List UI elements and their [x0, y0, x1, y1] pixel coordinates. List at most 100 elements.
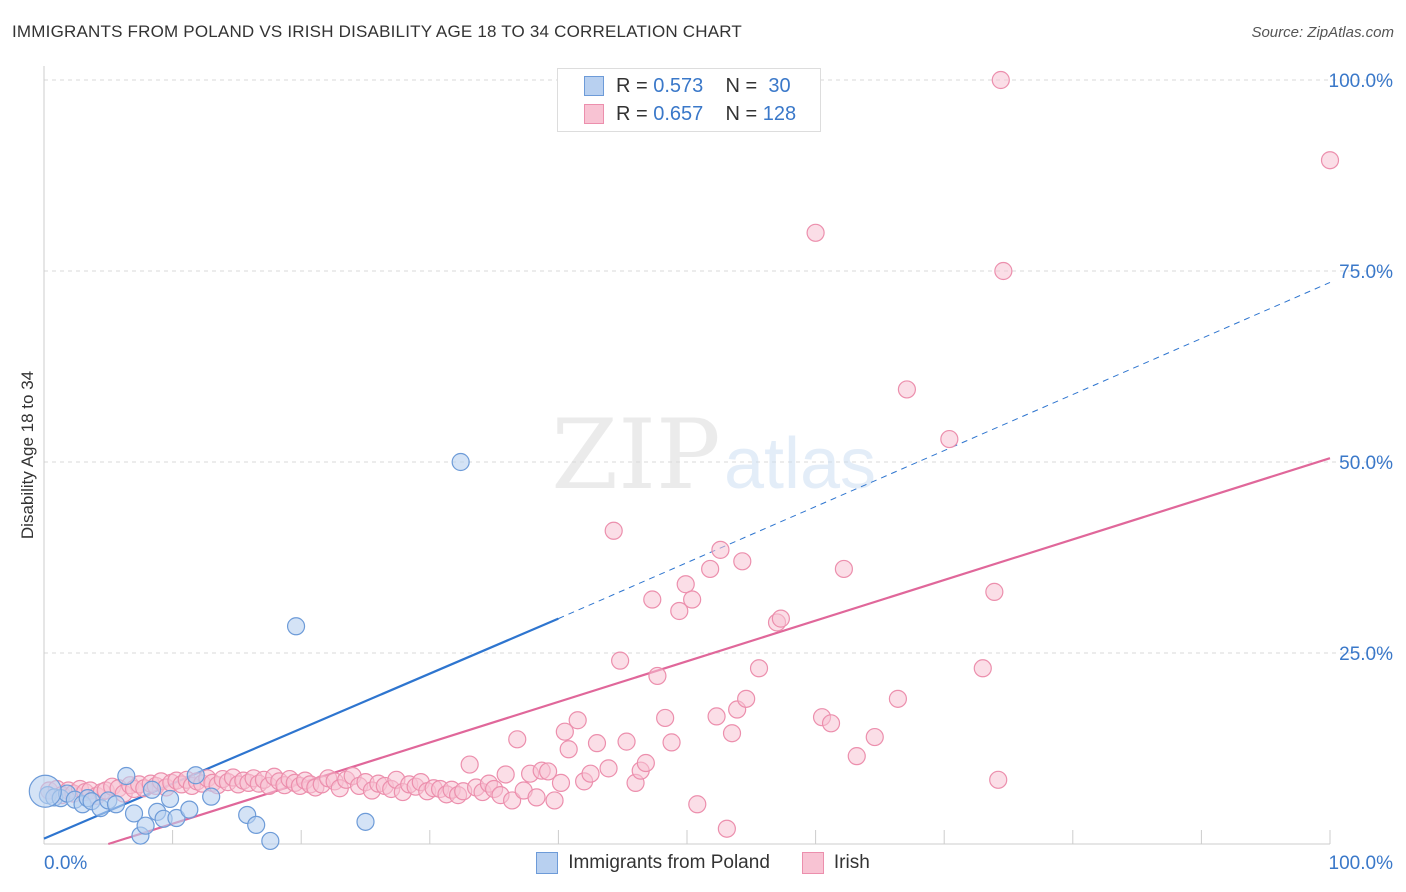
poland-trend-extension [558, 282, 1331, 620]
watermark: ZIP atlas [551, 399, 876, 511]
irish-point [847, 747, 866, 766]
irish-point [611, 651, 630, 670]
irish-point [771, 609, 790, 628]
irish-point [722, 724, 742, 743]
irish-point [834, 559, 853, 579]
irish-point [717, 819, 736, 838]
irish-point [806, 223, 825, 242]
chart-title: IMMIGRANTS FROM POLAND VS IRISH DISABILI… [12, 22, 743, 41]
irish-point [508, 730, 527, 749]
irish-point [643, 590, 662, 609]
y-tick-label: 50.0% [1339, 453, 1393, 474]
irish-point [991, 70, 1010, 90]
watermark-atlas: atlas [724, 424, 876, 504]
poland-point [286, 617, 306, 636]
x-tick-label: 100.0% [1329, 853, 1394, 874]
poland-point [28, 774, 62, 808]
poland-point [106, 795, 126, 814]
series-label-poland: Immigrants from Poland [568, 852, 770, 873]
poland-point [261, 831, 280, 851]
irish-point [973, 659, 992, 678]
poland-point [136, 816, 155, 835]
irish-point [545, 791, 564, 810]
legend-swatch-poland [584, 76, 604, 96]
irish-point [688, 795, 707, 814]
irish-point [701, 559, 720, 579]
irish-point [559, 740, 578, 759]
watermark-zip: ZIP [551, 399, 720, 511]
irish-point [662, 733, 681, 752]
poland-point [451, 452, 470, 472]
legend-box: R = 0.573 N = 30 R = 0.657 N = 128 [557, 68, 821, 132]
poland-point [167, 808, 186, 828]
irish-point [551, 773, 571, 792]
irish-point [737, 689, 756, 708]
y-tick-label: 75.0% [1339, 262, 1393, 283]
irish-point [636, 753, 655, 773]
legend-n-value: 30 [768, 74, 791, 97]
legend-swatch-irish [584, 104, 604, 124]
series-legend-poland[interactable]: Immigrants from Poland [536, 852, 770, 874]
irish-point [897, 380, 917, 399]
trend-lines [43, 282, 1331, 846]
poland-point [160, 789, 180, 809]
x-tick-label: 0.0% [44, 853, 87, 874]
series-swatch-poland [536, 852, 559, 874]
irish-point [985, 582, 1004, 601]
legend-r-value: 0.573 [653, 74, 704, 97]
poland-point [202, 787, 221, 806]
irish-point [568, 711, 587, 730]
irish-point [527, 788, 546, 807]
irish-point [670, 601, 689, 621]
series-legend-irish[interactable]: Irish [801, 852, 870, 874]
irish-point [617, 732, 636, 751]
y-tick-label: 100.0% [1329, 71, 1394, 92]
irish-point [496, 765, 515, 784]
irish-point [648, 666, 667, 686]
poland-point [117, 766, 136, 786]
poland-point [142, 780, 162, 799]
irish-point [683, 590, 702, 609]
poland-point [356, 812, 375, 831]
irish-point [821, 714, 841, 733]
irish-point [1320, 151, 1340, 170]
irish-point [555, 722, 574, 741]
irish-point [865, 727, 884, 747]
series-label-irish: Irish [833, 852, 870, 873]
irish-point [539, 762, 558, 781]
irish-point [940, 429, 959, 449]
irish-point [503, 791, 522, 810]
legend-n-label: N = [725, 102, 758, 125]
y-tick-label: 25.0% [1339, 644, 1393, 665]
irish-point [460, 755, 479, 774]
poland-point [186, 766, 205, 785]
legend-row-irish: R = 0.657 N = 128 [584, 101, 796, 127]
irish-point [749, 659, 769, 678]
poland-trend-line [43, 617, 559, 840]
irish-point [581, 764, 600, 783]
irish-point [711, 540, 730, 559]
legend-n-value: 128 [762, 102, 797, 125]
irish-point [989, 770, 1008, 789]
poland-point [247, 815, 266, 835]
axes [43, 66, 1331, 845]
poland-point [124, 804, 144, 823]
grid-lines [44, 79, 1392, 654]
poland-point [180, 800, 199, 819]
tick-labels: 25.0% 50.0% 75.0% 100.0% 0.0% 100.0% [44, 71, 1393, 874]
irish-point [994, 261, 1013, 281]
irish-point [656, 708, 675, 728]
legend-row-poland: R = 0.573 N = 30 [584, 73, 791, 99]
irish-point [733, 552, 752, 571]
irish-point [587, 734, 607, 753]
source-label: Source: ZipAtlas.com [1251, 24, 1394, 41]
irish-point [599, 759, 618, 778]
irish-point [676, 575, 695, 594]
data-points [28, 70, 1340, 851]
legend-r-label: R = [616, 102, 648, 125]
legend-r-value: 0.657 [653, 102, 704, 125]
series-swatch-irish [801, 852, 824, 874]
irish-point [604, 521, 623, 540]
legend-n-label: N = [725, 74, 758, 97]
irish-point [888, 689, 908, 708]
